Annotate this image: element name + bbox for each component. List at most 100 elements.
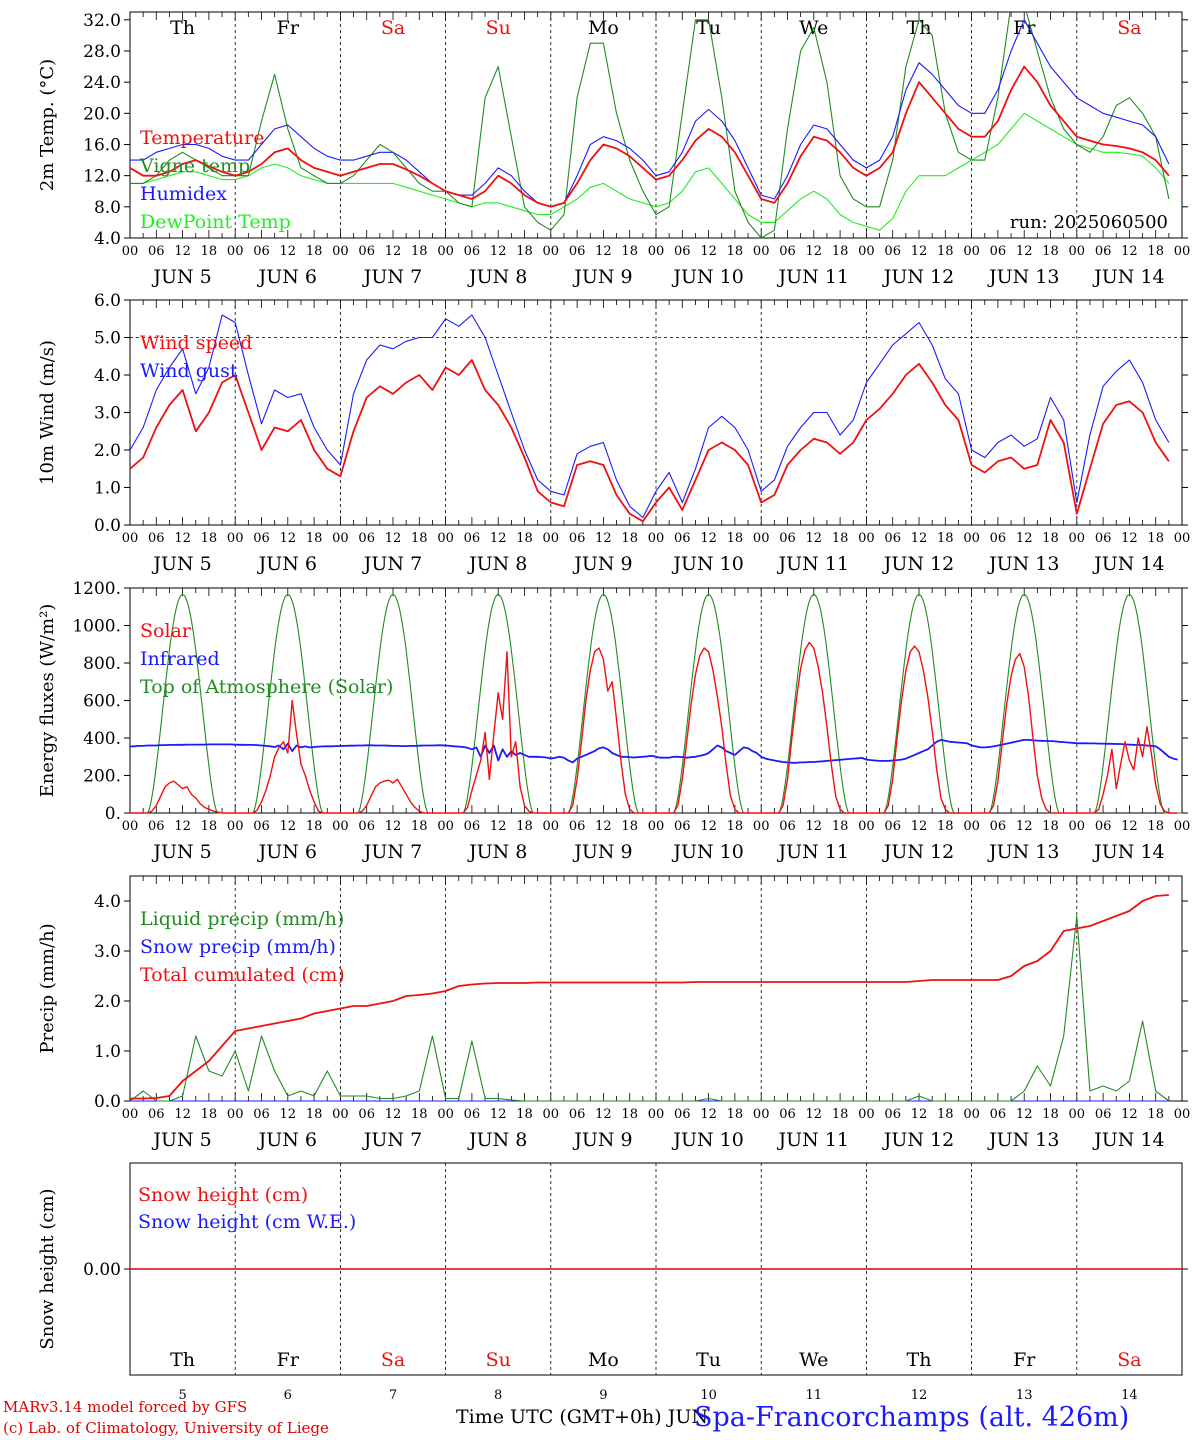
hour-label: 12 [700, 1107, 717, 1122]
panel-frame-3: 0. 200. 400. 600. 800. 1000. 1200. Energy fluxe… [37, 579, 1190, 863]
legend-entry: Snow height (cm W.E.) [138, 1211, 356, 1233]
hour-label: 12 [174, 244, 191, 259]
hour-label: 00 [122, 1107, 139, 1122]
series-solar [130, 641, 1178, 814]
hour-label: 00 [648, 1107, 665, 1122]
hour-label: 12 [385, 531, 402, 546]
hour-label: 00 [122, 819, 139, 834]
hour-label: 06 [358, 819, 375, 834]
y-tick-label: 12.0 [83, 167, 121, 187]
date-label: JUN 13 [987, 841, 1059, 863]
hour-label: 00 [858, 244, 875, 259]
hour-label: 18 [937, 244, 954, 259]
y-tick-label: 4.0 [94, 892, 121, 912]
weekday-label: We [799, 1349, 828, 1371]
hour-label: 06 [674, 1107, 691, 1122]
hour-label: 06 [253, 531, 270, 546]
date-label: JUN 5 [151, 841, 211, 863]
hour-label: 00 [753, 819, 770, 834]
hour-label: 06 [674, 244, 691, 259]
weekday-label: Fr [1013, 1349, 1036, 1371]
hour-label: 00 [437, 531, 454, 546]
y-axis-label: Precip (mm/h) [37, 923, 58, 1053]
hour-label: 18 [937, 819, 954, 834]
hour-label: 12 [806, 244, 823, 259]
legend-entry: Total cumulated (cm) [140, 964, 345, 986]
y-tick-label: 400. [83, 729, 121, 749]
weekday-label: Fr [277, 17, 300, 39]
hour-label: 18 [1042, 819, 1059, 834]
legend-entry: Solar [140, 620, 192, 642]
date-label: JUN 10 [671, 1129, 743, 1151]
day-number-label: 8 [494, 1388, 502, 1403]
hour-label: 18 [516, 819, 533, 834]
hour-label: 12 [385, 819, 402, 834]
hour-label: 06 [358, 1107, 375, 1122]
date-label: JUN 12 [882, 1129, 954, 1151]
date-label: JUN 12 [882, 553, 954, 575]
date-label: JUN 8 [467, 841, 527, 863]
hour-label: 18 [727, 819, 744, 834]
weekday-label: Sa [381, 17, 405, 39]
y-tick-label: 20.0 [83, 104, 121, 124]
hour-label: 12 [1016, 244, 1033, 259]
date-label: JUN 8 [467, 1129, 527, 1151]
hour-label: 00 [648, 244, 665, 259]
date-label: JUN 11 [777, 553, 849, 575]
hour-label: 18 [727, 531, 744, 546]
date-label: JUN 13 [987, 266, 1059, 288]
weekday-label: Sa [1117, 1349, 1141, 1371]
y-tick-label: 800. [83, 654, 121, 674]
panel-frame-5: 0.00 Snow height (cm) Th Fr Sa Su Mo Tu We Th Fr Sa… [37, 1162, 1188, 1403]
date-label: JUN 6 [257, 841, 317, 863]
hour-label: 12 [385, 1107, 402, 1122]
hour-label: 00 [437, 244, 454, 259]
hour-label: 00 [963, 1107, 980, 1122]
hour-label: 12 [595, 244, 612, 259]
hour-label: 18 [516, 531, 533, 546]
hour-label: 18 [832, 244, 849, 259]
hour-label: 06 [884, 819, 901, 834]
date-label: JUN 7 [362, 266, 422, 288]
weekday-label: Th [907, 1349, 932, 1371]
hour-label: 12 [1121, 531, 1138, 546]
date-label: JUN 12 [882, 841, 954, 863]
series-wind-speed [129, 359, 1170, 523]
hour-label: 00 [858, 531, 875, 546]
hour-label: 18 [411, 531, 428, 546]
panel-border [129, 587, 1183, 814]
hour-label: 18 [937, 1107, 954, 1122]
hour-label: 00 [753, 531, 770, 546]
temperature-series [130, 12, 1170, 238]
hour-label: 06 [148, 531, 165, 546]
date-label: JUN 6 [257, 553, 317, 575]
hour-label: 00 [1174, 1107, 1191, 1122]
series-humidex [130, 19, 1170, 208]
day-number-label: 13 [1016, 1388, 1033, 1403]
hour-label: 00 [543, 819, 560, 834]
hour-label: 06 [1095, 819, 1112, 834]
hour-label: 18 [306, 819, 323, 834]
weekday-label: Fr [277, 1349, 300, 1371]
legend-entry: Liquid precip (mm/h) [140, 908, 344, 930]
weekday-label: Mo [588, 1349, 619, 1371]
weekday-label: Su [486, 17, 511, 39]
hour-label: 12 [700, 819, 717, 834]
hour-label: 00 [648, 531, 665, 546]
hour-label: 06 [884, 244, 901, 259]
hour-label: 06 [253, 1107, 270, 1122]
hour-label: 00 [543, 531, 560, 546]
date-label: JUN 9 [572, 841, 632, 863]
hour-label: 12 [280, 819, 297, 834]
series-wind-gust [129, 314, 1170, 519]
hour-label: 06 [253, 244, 270, 259]
y-tick-label: 4.0 [94, 366, 121, 386]
day-number-label: 7 [389, 1388, 397, 1403]
hour-label: 12 [595, 531, 612, 546]
hour-label: 12 [911, 819, 928, 834]
hour-label: 06 [779, 819, 796, 834]
hour-label: 06 [884, 1107, 901, 1122]
hour-label: 18 [1042, 1107, 1059, 1122]
date-label: JUN 12 [882, 266, 954, 288]
hour-label: 00 [437, 819, 454, 834]
